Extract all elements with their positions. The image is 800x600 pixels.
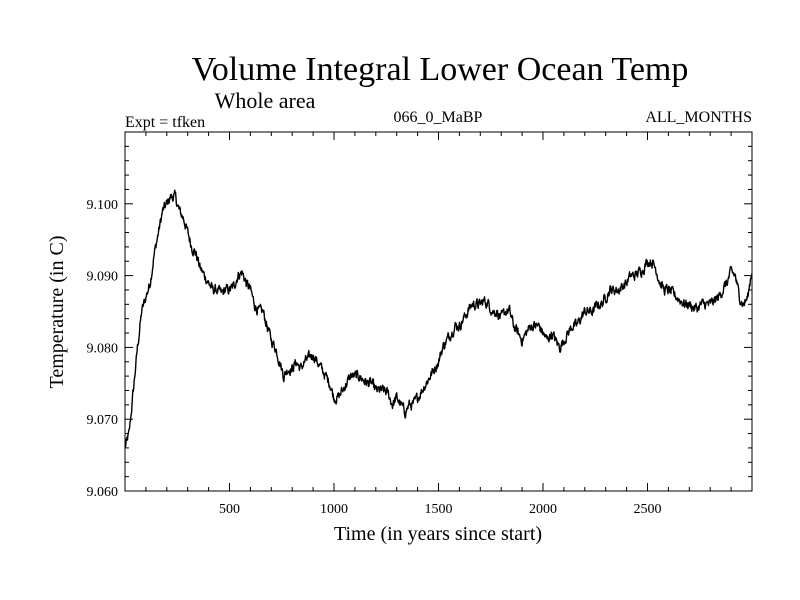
months-label: ALL_MONTHS <box>645 109 752 126</box>
y-tick-label: 9.060 <box>87 485 119 500</box>
y-tick-label: 9.070 <box>87 413 119 428</box>
y-tick-label: 9.090 <box>87 270 119 285</box>
x-axis-label: Time (in years since start) <box>334 523 542 545</box>
x-tick-label: 1000 <box>320 502 348 517</box>
run-label: 066_0_MaBP <box>394 109 483 126</box>
y-tick-label: 9.080 <box>87 341 119 356</box>
experiment-label: Expt = tfken <box>125 114 205 131</box>
chart-title: Volume Integral Lower Ocean Temp <box>192 51 689 88</box>
x-tick-label: 1500 <box>425 502 453 517</box>
temperature-series-line <box>124 189 753 449</box>
plot-frame <box>124 131 753 492</box>
x-tick-label: 2500 <box>634 502 662 517</box>
x-tick-label: 500 <box>219 502 240 517</box>
x-tick-label: 2000 <box>529 502 557 517</box>
chart-subtitle: Whole area <box>215 88 316 113</box>
y-axis-label: Temperature (in C) <box>46 236 68 389</box>
axis-ticks: 500 1000 1500 2000 2500 9.060 9.070 9.080 9.090 9… <box>87 132 752 517</box>
y-tick-label: 9.100 <box>87 198 119 213</box>
